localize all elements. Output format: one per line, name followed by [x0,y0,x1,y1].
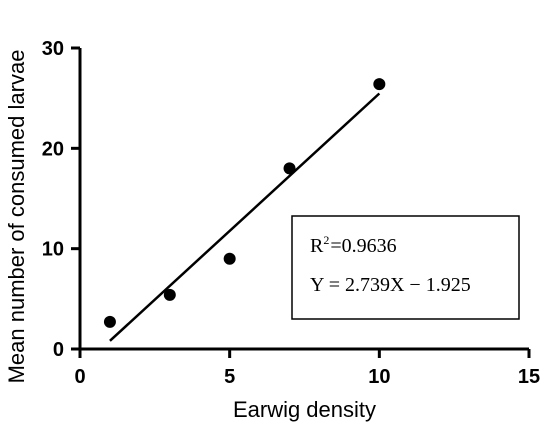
y-tick-label-20: 20 [42,138,64,160]
data-point-3 [223,252,236,265]
y-tick-label-0: 0 [53,339,64,361]
r-squared-text: R2=0.9636 [310,233,397,257]
data-point-4 [283,162,296,175]
y-axis-ticks: 0 10 20 30 [42,38,80,361]
x-tick-label-5: 5 [224,366,235,388]
regression-line [109,92,381,342]
x-tick-label-10: 10 [368,366,390,388]
stats-box-frame [291,215,520,320]
y-tick-label-30: 30 [42,38,64,60]
data-points [103,78,386,328]
x-axis-title: Earwig density [233,397,376,422]
data-point-1 [103,315,116,328]
data-point-2 [163,288,176,301]
regression-equation: Y = 2.739X − 1.925 [310,274,471,296]
data-point-5 [373,78,386,91]
r-squared-superscript: 2 [323,233,329,247]
y-tick-label-10: 10 [42,239,64,261]
r-squared-label: R [310,235,324,257]
stats-annotation-box: R2=0.9636 Y = 2.739X − 1.925 [291,215,520,320]
x-tick-label-15: 15 [518,366,540,388]
y-axis-title: Mean number of consumed larvae [4,50,29,384]
x-axis-ticks: 0 5 10 15 [74,349,540,388]
r-squared-value: =0.9636 [330,235,396,257]
x-tick-label-0: 0 [74,366,85,388]
